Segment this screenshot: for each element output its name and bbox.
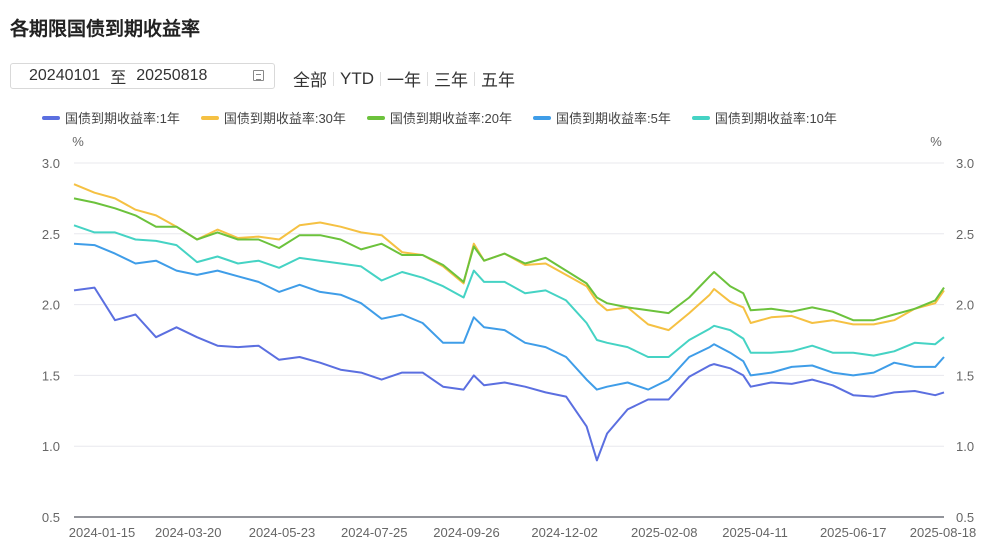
y-tick-label-left: 1.0 — [42, 439, 60, 454]
y-unit-left: % — [72, 134, 84, 149]
y-tick-label-left: 2.0 — [42, 298, 60, 313]
calendar-icon[interactable] — [253, 70, 264, 81]
x-tick-label: 2025-06-17 — [820, 525, 887, 540]
x-tick-label: 2024-05-23 — [249, 525, 316, 540]
y-tick-label-left: 1.5 — [42, 368, 60, 383]
y-tick-label-right: 2.5 — [956, 227, 974, 242]
series-line-4 — [73, 224, 945, 358]
date-range-picker[interactable]: 20240101 至 20250818 — [10, 63, 275, 89]
y-tick-label-right: 3.0 — [956, 156, 974, 171]
series-line-2 — [73, 197, 945, 322]
y-tick-label-left: 0.5 — [42, 510, 60, 525]
y-tick-label-right: 1.5 — [956, 368, 974, 383]
y-tick-label-left: 3.0 — [42, 156, 60, 171]
range-3y-button[interactable]: 三年 — [434, 71, 468, 90]
legend-swatch-icon — [200, 115, 219, 120]
y-tick-label-right: 0.5 — [956, 510, 974, 525]
x-tick-label: 2025-02-08 — [631, 525, 698, 540]
date-separator: 至 — [110, 70, 127, 87]
series-line-0 — [73, 286, 945, 462]
x-tick-label: 2024-01-15 — [69, 525, 136, 540]
legend-swatch-icon — [691, 115, 710, 120]
start-date[interactable]: 20240101 — [29, 67, 101, 84]
y-tick-label-left: 2.5 — [42, 227, 60, 242]
range-1y-button[interactable]: 一年 — [387, 71, 421, 90]
x-tick-label: 2024-12-02 — [531, 525, 598, 540]
legend-label: 国债到期收益率:20年 — [389, 111, 512, 126]
legend-item[interactable]: 国债到期收益率:1年 — [42, 108, 180, 127]
legend-item[interactable]: 国债到期收益率:30年 — [200, 108, 346, 127]
series-line-3 — [73, 242, 945, 391]
legend-item[interactable]: 国债到期收益率:20年 — [366, 108, 512, 127]
divider — [333, 71, 334, 86]
legend-item[interactable]: 国债到期收益率:10年 — [691, 108, 837, 127]
y-unit-right: % — [930, 134, 942, 149]
series-line-1 — [73, 183, 945, 332]
divider — [380, 71, 381, 86]
range-ytd-button[interactable]: YTD — [340, 68, 374, 88]
x-tick-label: 2024-07-25 — [341, 525, 408, 540]
range-5y-button[interactable]: 五年 — [481, 71, 515, 90]
x-tick-label: 2024-09-26 — [433, 525, 500, 540]
end-date[interactable]: 20250818 — [136, 67, 208, 84]
legend-label: 国债到期收益率:30年 — [223, 111, 346, 126]
legend-swatch-icon — [366, 115, 385, 120]
divider — [427, 71, 428, 86]
chart-legend: 国债到期收益率:1年 国债到期收益率:30年 国债到期收益率:20年 国债到期收益率:… — [42, 108, 858, 127]
x-tick-label: 2025-04-11 — [722, 525, 788, 540]
y-tick-label-right: 2.0 — [956, 298, 974, 313]
y-tick-label-right: 1.0 — [956, 439, 974, 454]
legend-label: 国债到期收益率:1年 — [65, 111, 180, 126]
legend-swatch-icon — [42, 115, 60, 120]
x-tick-label: 2025-08-18 — [910, 525, 977, 540]
legend-item[interactable]: 国债到期收益率:5年 — [533, 108, 671, 127]
divider — [474, 71, 475, 86]
page-title: 各期限国债到期收益率 — [10, 19, 201, 40]
range-all-button[interactable]: 全部 — [293, 71, 327, 90]
range-buttons: 全部 YTD 一年 三年 五年 — [292, 66, 516, 91]
legend-label: 国债到期收益率:5年 — [556, 111, 671, 126]
legend-swatch-icon — [533, 115, 551, 120]
x-tick-label: 2024-03-20 — [155, 525, 222, 540]
legend-label: 国债到期收益率:10年 — [714, 111, 837, 126]
